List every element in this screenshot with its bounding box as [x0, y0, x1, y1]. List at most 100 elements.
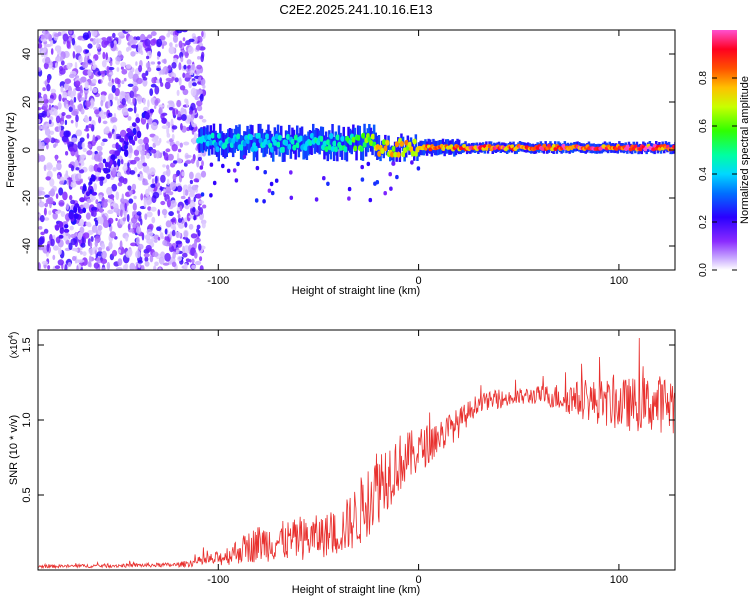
noise-speckle	[79, 84, 83, 92]
noise-speckle	[137, 260, 143, 264]
noise-speckle	[182, 72, 186, 79]
ridge-point	[204, 134, 209, 141]
noise-speckle	[197, 205, 201, 211]
noise-speckle	[199, 256, 203, 262]
noise-speckle	[154, 105, 157, 109]
noise-speckle	[163, 58, 167, 65]
noise-speckle	[84, 128, 90, 132]
ridge-point	[359, 145, 364, 152]
noise-speckle	[56, 162, 62, 171]
noise-speckle	[38, 186, 45, 191]
noise-speckle	[122, 177, 128, 185]
noise-speckle	[168, 211, 174, 217]
noise-speckle	[60, 85, 64, 93]
noise-speckle	[44, 128, 51, 136]
noise-speckle	[158, 106, 162, 115]
noise-speckle	[157, 61, 161, 65]
noise-speckle	[61, 112, 66, 116]
noise-speckle	[65, 103, 69, 110]
noise-speckle	[107, 100, 111, 109]
noise-speckle	[184, 160, 192, 164]
noise-speckle	[180, 123, 183, 131]
noise-speckle	[151, 77, 157, 84]
noise-speckle	[156, 226, 162, 231]
noise-speckle	[46, 243, 50, 252]
noise-speckle	[190, 117, 194, 126]
ridge-point	[290, 138, 295, 145]
noise-speckle	[142, 78, 148, 87]
noise-speckle	[156, 56, 160, 60]
noise-speckle	[167, 64, 172, 71]
noise-speckle	[146, 122, 149, 130]
noise-speckle	[44, 202, 48, 208]
noise-speckle	[55, 115, 61, 124]
ridge-outlier	[234, 178, 239, 183]
noise-speckle	[129, 90, 135, 99]
noise-speckle	[52, 212, 58, 220]
noise-speckle	[145, 152, 151, 159]
noise-speckle	[158, 267, 162, 270]
noise-speckle	[177, 148, 182, 153]
noise-speckle	[183, 141, 190, 146]
noise-speckle	[117, 32, 125, 37]
noise-speckle	[185, 238, 190, 244]
ridge-point	[672, 144, 675, 149]
noise-speckle	[131, 216, 138, 224]
noise-speckle	[91, 30, 98, 37]
noise-speckle	[52, 245, 59, 251]
noise-speckle	[158, 256, 165, 265]
ridge-point	[462, 144, 467, 148]
noise-speckle	[101, 243, 106, 250]
noise-speckle	[144, 143, 149, 151]
noise-speckle	[91, 224, 98, 233]
noise-speckle	[188, 223, 194, 230]
noise-speckle	[82, 32, 90, 40]
ridge-point	[383, 145, 388, 152]
noise-speckle	[186, 59, 192, 65]
noise-speckle	[138, 65, 143, 73]
noise-speckle	[55, 154, 58, 162]
noise-speckle	[68, 233, 71, 240]
spectrogram-ylabel: Frequency (Hz)	[5, 112, 17, 188]
noise-speckle	[38, 226, 43, 230]
noise-speckle	[143, 136, 150, 145]
noise-speckle	[182, 88, 189, 96]
noise-speckle	[198, 200, 205, 205]
ridge-point	[449, 144, 454, 149]
noise-speckle	[135, 113, 139, 118]
noise-speckle	[74, 75, 80, 79]
noise-speckle	[49, 94, 54, 100]
noise-speckle	[55, 139, 60, 144]
noise-speckle	[168, 46, 176, 55]
ridge-point	[303, 145, 308, 151]
noise-streak	[58, 221, 64, 229]
noise-speckle	[150, 83, 157, 88]
noise-speckle	[184, 72, 190, 79]
noise-speckle	[145, 62, 151, 69]
noise-speckle	[140, 193, 144, 201]
noise-speckle	[96, 202, 102, 209]
noise-speckle	[75, 80, 81, 87]
noise-speckle	[38, 154, 46, 162]
ridge-outlier	[226, 168, 231, 173]
noise-speckle	[181, 220, 185, 224]
noise-speckle	[100, 141, 105, 147]
noise-streak	[128, 135, 134, 140]
noise-speckle	[143, 199, 147, 208]
noise-speckle	[171, 125, 178, 130]
noise-speckle	[129, 262, 136, 270]
ridge-point	[319, 135, 324, 142]
noise-speckle	[177, 255, 183, 262]
noise-speckle	[62, 91, 68, 99]
ridge-outlier	[314, 197, 319, 202]
noise-speckle	[135, 61, 138, 66]
noise-speckle	[64, 119, 68, 126]
noise-speckle	[106, 65, 110, 74]
noise-speckle	[38, 43, 43, 49]
noise-speckle	[130, 242, 137, 247]
noise-speckle	[142, 162, 148, 167]
noise-speckle	[166, 199, 171, 208]
spectrogram-heatmap	[38, 30, 675, 270]
spectrogram-ytick-label: 20	[21, 96, 33, 108]
noise-speckle	[43, 137, 51, 144]
